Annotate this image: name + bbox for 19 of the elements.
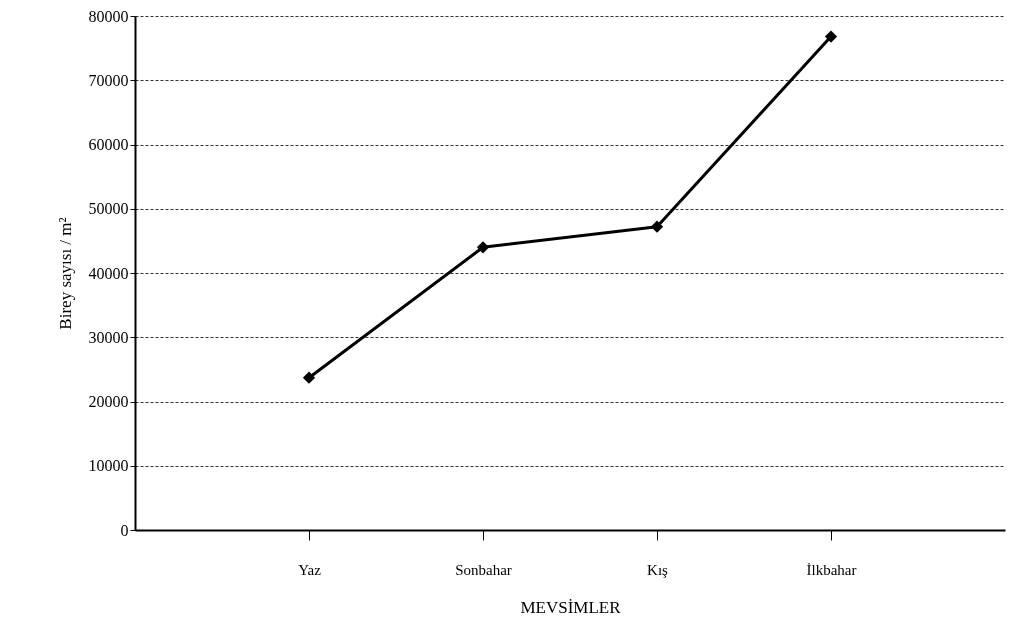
point	[476, 241, 490, 254]
point	[302, 371, 316, 384]
y-tick-label: 20000	[88, 393, 129, 410]
x-tick-label: Yaz	[298, 561, 322, 578]
y-tick-label: 0	[120, 521, 129, 539]
y-tick-label: 10000	[88, 457, 129, 475]
y-tick-label: 60000	[88, 136, 129, 153]
x-tick-label: Kış	[647, 561, 669, 578]
y-tick-label: 40000	[88, 264, 129, 282]
y-tick-label: 30000	[88, 328, 129, 346]
y-tick-label: 80000	[88, 7, 129, 25]
x-tick-label: İlkbahar	[806, 561, 857, 578]
point	[824, 30, 838, 43]
x-axis-title: MEVSİMLER	[520, 597, 622, 617]
y-tick-label: 50000	[88, 200, 129, 218]
x-tick-label: Sonbahar	[455, 561, 512, 578]
y-axis-title: Birey sayısı / m²	[55, 217, 75, 330]
y-tick-label: 70000	[88, 71, 129, 89]
point	[650, 220, 664, 233]
